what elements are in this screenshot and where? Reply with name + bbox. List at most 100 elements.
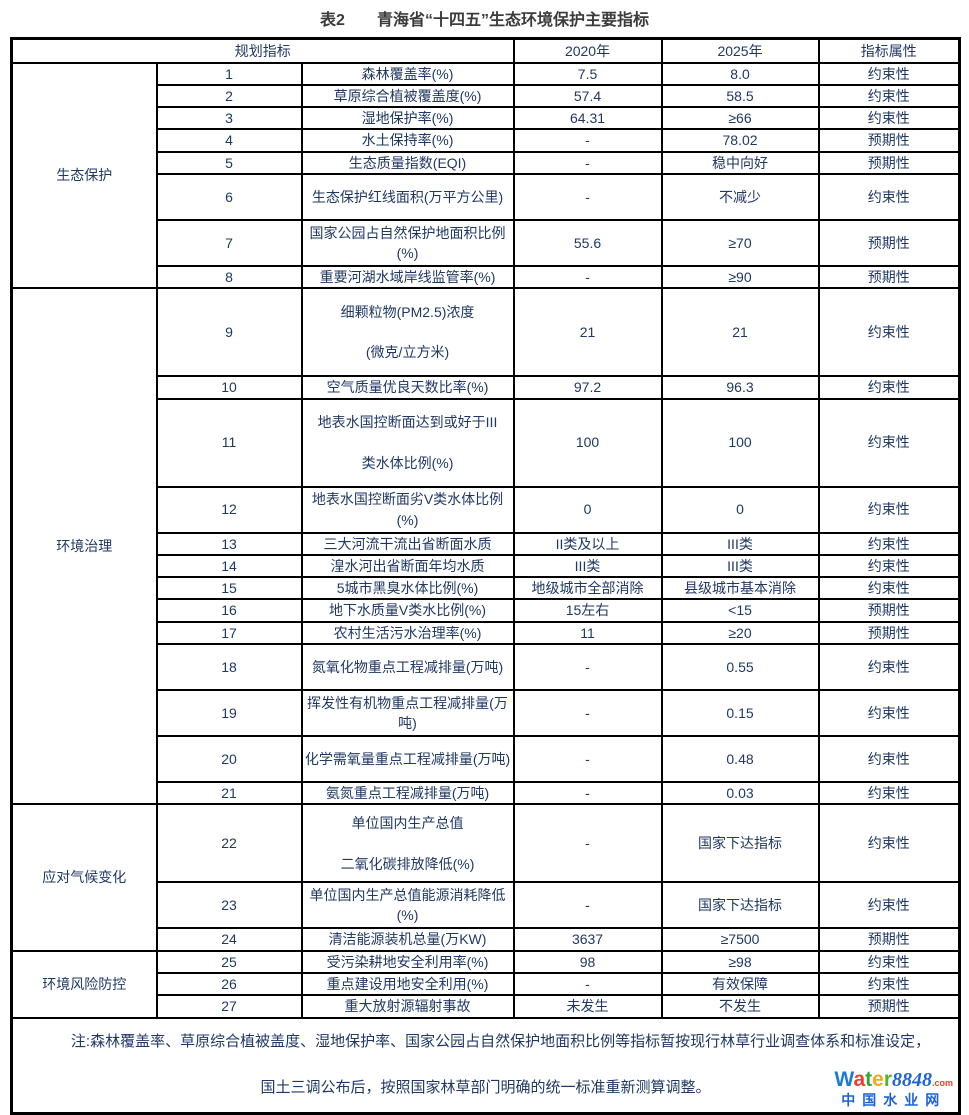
indicator-attribute: 约束性 xyxy=(817,781,961,806)
indicator-name: 湿地保护率(%) xyxy=(300,106,515,131)
value-2020: - xyxy=(512,128,663,153)
row-number: 19 xyxy=(155,689,303,738)
indicator-attribute: 约束性 xyxy=(817,971,961,997)
row-number: 11 xyxy=(155,397,303,488)
value-2020: - xyxy=(512,150,663,175)
value-2020: 97.2 xyxy=(512,375,663,400)
indicator-attribute: 预期性 xyxy=(817,994,961,1019)
indicator-attribute: 约束性 xyxy=(817,397,961,488)
value-2020: 21 xyxy=(512,287,663,378)
indicator-name: 森林覆盖率(%) xyxy=(300,61,515,86)
indicator-attribute: 约束性 xyxy=(817,485,961,534)
category-ecological-protection: 生态保护 xyxy=(10,61,158,290)
value-2025: 21 xyxy=(660,287,820,378)
value-2025: ≥90 xyxy=(660,264,820,290)
indicator-name: 三大河流干流出省断面水质 xyxy=(300,531,515,556)
value-2025: 100 xyxy=(660,397,820,488)
logo-tagline: 中国水业网 xyxy=(841,1092,947,1109)
water8848-logo[interactable]: Water8848.com 中国水业网 xyxy=(834,1069,954,1109)
logo-letter: W xyxy=(834,1068,854,1092)
indicator-attribute: 预期性 xyxy=(817,927,961,952)
indicator-attribute: 约束性 xyxy=(817,576,961,601)
table-row: 17 农村生活污水治理率(%) 11 ≥20 预期性 xyxy=(12,620,961,646)
table-row: 3 湿地保护率(%) 64.31 ≥66 约束性 xyxy=(12,106,961,131)
indicator-attribute: 约束性 xyxy=(817,949,961,974)
value-2025: 0 xyxy=(660,485,820,534)
value-2020: 0 xyxy=(512,485,663,534)
table-row: 7 国家公园占自然保护地面积比例(%) 55.6 ≥70 预期性 xyxy=(12,218,961,267)
indicator-name: 化学需氧量重点工程减排量(万吨) xyxy=(300,735,515,784)
table-row: 19 挥发性有机物重点工程减排量(万吨) - 0.15 约束性 xyxy=(12,689,961,738)
indicator-attribute: 预期性 xyxy=(817,598,961,623)
indicator-name: 单位国内生产总值 二氧化碳排放降低(%) xyxy=(300,803,515,884)
row-number: 18 xyxy=(155,643,303,692)
indicator-name: 氨氮重点工程减排量(万吨) xyxy=(300,781,515,806)
indicator-name: 5城市黑臭水体比例(%) xyxy=(300,576,515,601)
row-number: 24 xyxy=(155,927,303,952)
table-row: 15 5城市黑臭水体比例(%) 地级城市全部消除 县级城市基本消除 约束性 xyxy=(12,576,961,601)
value-2025: III类 xyxy=(660,553,820,579)
indicator-name: 氮氧化物重点工程减排量(万吨) xyxy=(300,643,515,692)
indicator-name: 地下水质量V类水比例(%) xyxy=(300,598,515,623)
table-note: 注:森林覆盖率、草原综合植被盖度、湿地保护率、国家公园占自然保护地面积比例等指标… xyxy=(70,1033,931,1097)
table-row: 11 地表水国控断面达到或好于III 类水体比例(%) 100 100 约束性 xyxy=(12,397,961,488)
row-number: 3 xyxy=(155,106,303,131)
table-row: 26 重点建设用地安全利用(%) - 有效保障 约束性 xyxy=(12,971,961,997)
value-2020: 64.31 xyxy=(512,106,663,131)
indicator-attribute: 预期性 xyxy=(817,264,961,290)
header-attribute: 指标属性 xyxy=(817,37,961,64)
indicator-name: 重要河湖水域岸线监管率(%) xyxy=(300,264,515,290)
table-row: 12 地表水国控断面劣V类水体比例(%) 0 0 约束性 xyxy=(12,485,961,534)
value-2020: 57.4 xyxy=(512,83,663,109)
value-2025: ≥98 xyxy=(660,949,820,974)
header-2025: 2025年 xyxy=(660,37,820,64)
value-2020: 未发生 xyxy=(512,994,663,1019)
value-2020: - xyxy=(512,264,663,290)
indicator-attribute: 预期性 xyxy=(817,218,961,267)
row-number: 10 xyxy=(155,375,303,400)
indicator-name: 草原综合植被覆盖度(%) xyxy=(300,83,515,109)
value-2020: - xyxy=(512,781,663,806)
table-row: 4 水土保持率(%) - 78.02 预期性 xyxy=(12,128,961,153)
indicator-attribute: 约束性 xyxy=(817,83,961,109)
value-2020: 11 xyxy=(512,620,663,646)
row-number: 21 xyxy=(155,781,303,806)
indicator-name: 受污染耕地安全利用率(%) xyxy=(300,949,515,974)
indicator-name: 单位国内生产总值能源消耗降低(%) xyxy=(300,881,515,930)
row-number: 6 xyxy=(155,172,303,221)
value-2025: ≥66 xyxy=(660,106,820,131)
header-planning-indicator: 规划指标 xyxy=(10,37,515,64)
value-2025: 58.5 xyxy=(660,83,820,109)
table-row: 8 重要河湖水域岸线监管率(%) - ≥90 预期性 xyxy=(12,264,961,290)
value-2020: 55.6 xyxy=(512,218,663,267)
value-2025: ≥20 xyxy=(660,620,820,646)
table-row: 27 重大放射源辐射事故 未发生 不发生 预期性 xyxy=(12,994,961,1019)
value-2020: - xyxy=(512,689,663,738)
value-2025: 0.48 xyxy=(660,735,820,784)
indicator-attribute: 预期性 xyxy=(817,128,961,153)
indicator-name: 水土保持率(%) xyxy=(300,128,515,153)
table-row: 10 空气质量优良天数比率(%) 97.2 96.3 约束性 xyxy=(12,375,961,400)
table-header-row: 规划指标 2020年 2025年 指标属性 xyxy=(10,37,961,64)
indicator-name: 挥发性有机物重点工程减排量(万吨) xyxy=(300,689,515,738)
value-2020: 100 xyxy=(512,397,663,488)
row-number: 1 xyxy=(155,61,303,86)
indicator-name: 生态保护红线面积(万平方公里) xyxy=(300,172,515,221)
value-2020: - xyxy=(512,971,663,997)
logo-wordmark: Water8848.com xyxy=(834,1069,953,1091)
indicator-attribute: 约束性 xyxy=(817,106,961,131)
value-2020: III类 xyxy=(512,553,663,579)
indicator-attribute: 约束性 xyxy=(817,375,961,400)
indicator-name: 细颗粒物(PM2.5)浓度 (微克/立方米) xyxy=(300,287,515,378)
table-row: 13 三大河流干流出省断面水质 II类及以上 III类 约束性 xyxy=(12,531,961,556)
indicator-name: 地表水国控断面达到或好于III 类水体比例(%) xyxy=(300,397,515,488)
logo-tld: .com xyxy=(932,1078,954,1089)
row-number: 27 xyxy=(155,994,303,1019)
logo-letter: r xyxy=(883,1068,892,1092)
value-2020: II类及以上 xyxy=(512,531,663,556)
indicator-attribute: 约束性 xyxy=(817,553,961,579)
table-row: 2 草原综合植被覆盖度(%) 57.4 58.5 约束性 xyxy=(12,83,961,109)
value-2025: ≥70 xyxy=(660,218,820,267)
indicator-attribute: 约束性 xyxy=(817,803,961,884)
value-2025: 96.3 xyxy=(660,375,820,400)
